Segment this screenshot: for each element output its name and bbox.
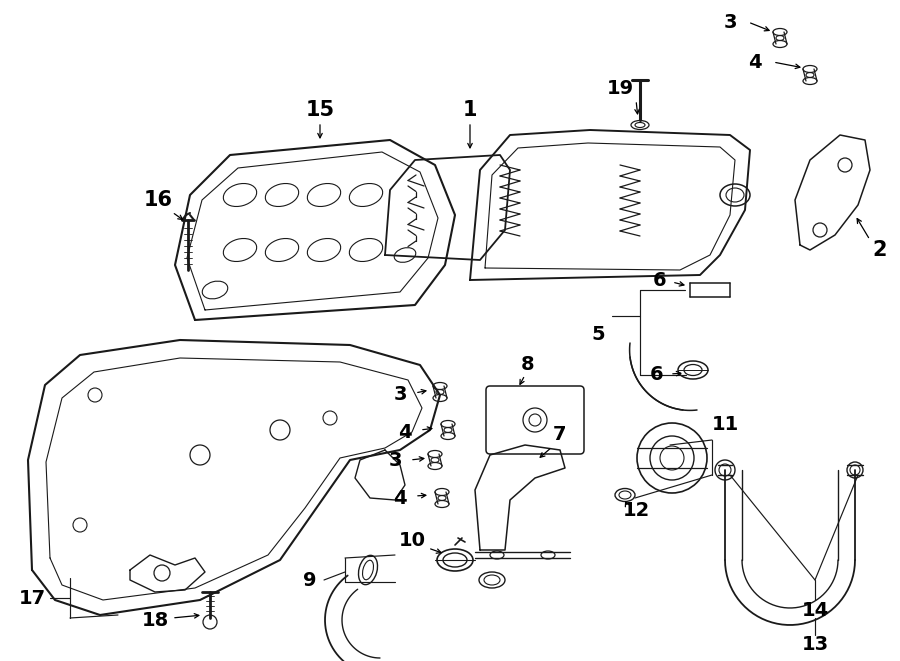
Text: 4: 4 xyxy=(393,488,407,508)
Text: 11: 11 xyxy=(711,416,739,434)
Text: 3: 3 xyxy=(388,451,401,469)
Text: 2: 2 xyxy=(873,240,887,260)
Text: 19: 19 xyxy=(607,79,634,98)
Text: 17: 17 xyxy=(18,588,46,607)
Text: 6: 6 xyxy=(653,270,667,290)
Text: 6: 6 xyxy=(650,366,664,385)
Text: 1: 1 xyxy=(463,100,477,120)
Text: 10: 10 xyxy=(399,531,426,549)
Text: 8: 8 xyxy=(521,356,535,375)
Text: 13: 13 xyxy=(801,635,829,654)
Text: 18: 18 xyxy=(141,611,168,629)
Text: 16: 16 xyxy=(143,190,173,210)
Text: 4: 4 xyxy=(748,52,761,71)
Text: 4: 4 xyxy=(398,422,412,442)
Text: 5: 5 xyxy=(591,325,605,344)
Text: 7: 7 xyxy=(554,426,567,444)
Text: 14: 14 xyxy=(801,600,829,619)
Text: 3: 3 xyxy=(724,13,737,32)
Text: 9: 9 xyxy=(303,570,317,590)
Text: 3: 3 xyxy=(393,385,407,405)
Text: 15: 15 xyxy=(305,100,335,120)
Text: 12: 12 xyxy=(623,500,650,520)
